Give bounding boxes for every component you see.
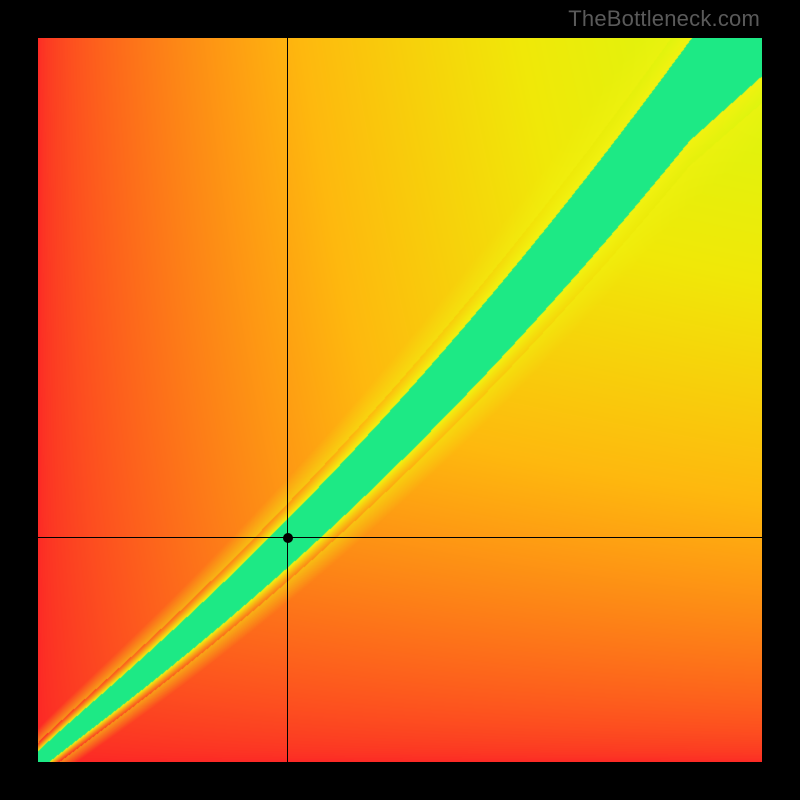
heatmap-canvas (38, 38, 762, 762)
watermark-text: TheBottleneck.com (568, 6, 760, 32)
data-point-dot (283, 533, 293, 543)
plot-area (38, 38, 762, 762)
crosshair-vertical (287, 38, 288, 762)
chart-frame: TheBottleneck.com (0, 0, 800, 800)
crosshair-horizontal (38, 537, 762, 538)
